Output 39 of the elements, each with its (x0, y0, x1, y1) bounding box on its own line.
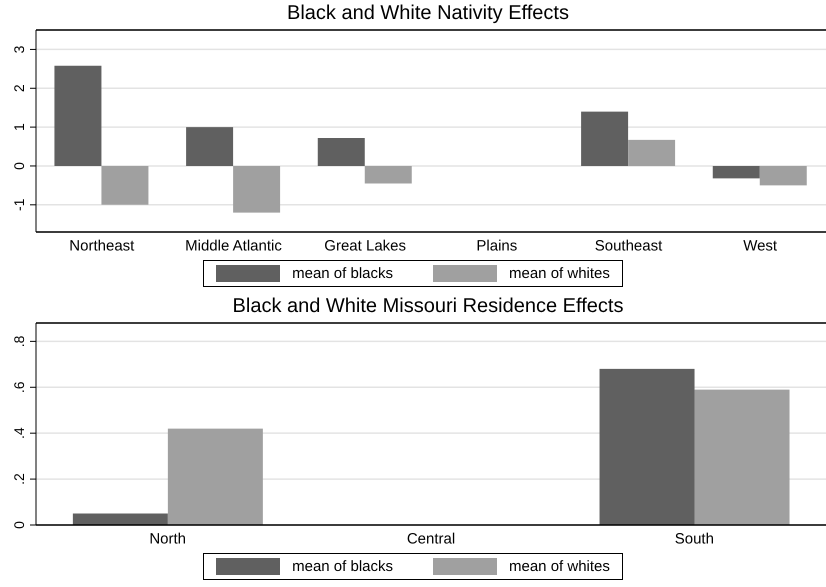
legend-label: mean of blacks (292, 265, 393, 282)
x-tick-label: Northeast (69, 238, 136, 255)
bar (186, 127, 234, 166)
x-tick-label: South (674, 530, 714, 548)
x-tick-label: North (149, 530, 186, 548)
bar (364, 166, 412, 184)
bar (581, 112, 628, 166)
bar (54, 66, 102, 166)
y-tick-label: -1 (11, 198, 27, 212)
bar (600, 368, 695, 525)
chart-title: Black and White Nativity Effects (286, 1, 570, 26)
x-tick-label: Southeast (594, 238, 664, 255)
x-tick-label: Great Lakes (324, 238, 406, 255)
y-tick-label: 3 (11, 45, 27, 54)
bar (233, 166, 280, 213)
y-tick-label: .8 (11, 335, 27, 348)
bar (101, 166, 148, 205)
y-tick-label: .6 (11, 381, 27, 394)
legend-label: mean of blacks (292, 558, 393, 575)
bar (694, 390, 790, 525)
y-tick-label: 1 (11, 123, 27, 132)
y-tick-label: 0 (11, 162, 27, 170)
y-tick-label: .2 (11, 473, 27, 485)
x-tick-label: Middle Atlantic (185, 238, 282, 255)
bar (72, 514, 168, 525)
bar (318, 138, 365, 166)
legend-label: mean of whites (509, 265, 610, 282)
x-tick-label: Plains (476, 238, 518, 255)
bar (760, 166, 807, 186)
x-tick-label: West (743, 238, 778, 255)
y-tick-label: 2 (11, 84, 27, 92)
y-tick-label: .4 (11, 427, 27, 440)
bar (168, 428, 263, 525)
bar (628, 140, 676, 166)
y-tick-label: 0 (11, 520, 27, 529)
bar (712, 166, 760, 178)
x-tick-label: Central (406, 530, 456, 548)
legend-label: mean of whites (509, 558, 610, 575)
chart-title: Black and White Missouri Residence Effects (232, 294, 624, 319)
